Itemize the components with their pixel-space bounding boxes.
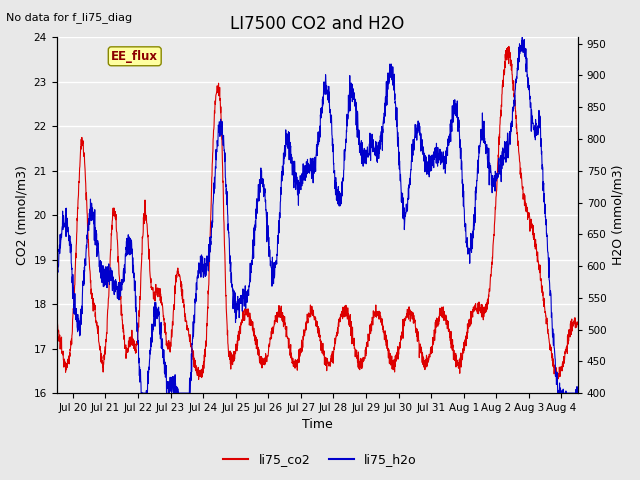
Text: No data for f_li75_diag: No data for f_li75_diag — [6, 12, 132, 23]
li75_h2o — [574, 390, 582, 396]
li75_h2o — [52, 276, 60, 282]
Y-axis label: CO2 (mmol/m3): CO2 (mmol/m3) — [15, 165, 28, 265]
Line: li75_co2: li75_co2 — [56, 47, 578, 379]
Line: li75_h2o: li75_h2o — [56, 37, 578, 393]
Y-axis label: H2O (mmol/m3): H2O (mmol/m3) — [612, 165, 625, 265]
li75_co2 — [105, 295, 113, 301]
li75_co2 — [218, 117, 225, 123]
li75_co2 — [505, 44, 513, 49]
li75_h2o — [474, 157, 482, 163]
li75_h2o — [348, 99, 356, 105]
Text: EE_flux: EE_flux — [111, 50, 158, 63]
li75_co2 — [348, 338, 356, 344]
li75_co2 — [474, 305, 482, 311]
li75_co2 — [574, 322, 582, 327]
li75_h2o — [518, 35, 526, 40]
li75_co2 — [195, 376, 202, 382]
li75_co2 — [52, 325, 60, 331]
Title: LI7500 CO2 and H2O: LI7500 CO2 and H2O — [230, 15, 404, 33]
li75_co2 — [504, 50, 511, 56]
X-axis label: Time: Time — [301, 419, 332, 432]
li75_h2o — [504, 145, 511, 151]
Legend: li75_co2, li75_h2o: li75_co2, li75_h2o — [218, 448, 422, 471]
li75_co2 — [567, 327, 575, 333]
li75_h2o — [138, 390, 145, 396]
li75_h2o — [567, 390, 575, 396]
li75_h2o — [105, 278, 113, 284]
li75_h2o — [218, 129, 225, 134]
